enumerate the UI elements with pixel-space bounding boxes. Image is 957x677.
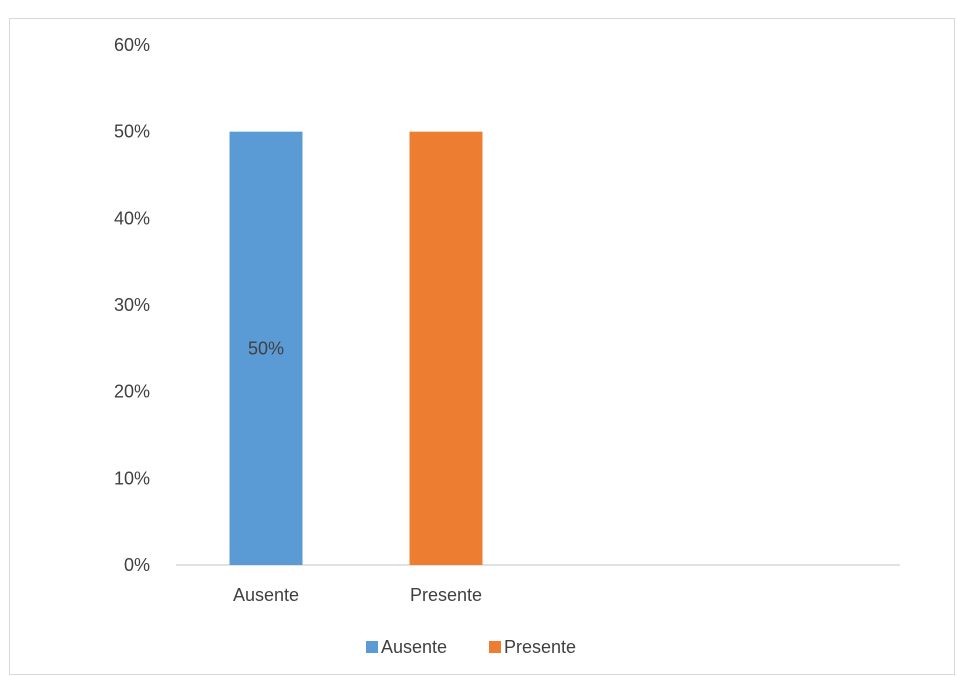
y-tick-label: 40% — [114, 208, 150, 228]
x-category-label: Presente — [410, 585, 482, 605]
y-axis-ticks: 0% 10% 20% 30% 40% 50% 60% — [114, 35, 150, 575]
data-label: 50% — [248, 338, 284, 358]
legend-label: Ausente — [381, 637, 447, 657]
y-tick-label: 30% — [114, 295, 150, 315]
data-labels: 50% — [248, 338, 284, 358]
legend-label: Presente — [504, 637, 576, 657]
bar-ausente — [229, 131, 303, 565]
legend: Ausente Presente — [366, 637, 576, 657]
x-category-label: Ausente — [233, 585, 299, 605]
y-tick-label: 60% — [114, 35, 150, 55]
y-tick-label: 50% — [114, 122, 150, 142]
y-tick-label: 10% — [114, 468, 150, 488]
legend-swatch — [489, 641, 501, 653]
x-axis-categories: Ausente Presente — [233, 585, 482, 605]
legend-swatch — [366, 641, 378, 653]
bar-presente — [409, 131, 483, 565]
bars — [229, 131, 483, 565]
y-tick-label: 20% — [114, 382, 150, 402]
y-tick-label: 0% — [124, 555, 150, 575]
